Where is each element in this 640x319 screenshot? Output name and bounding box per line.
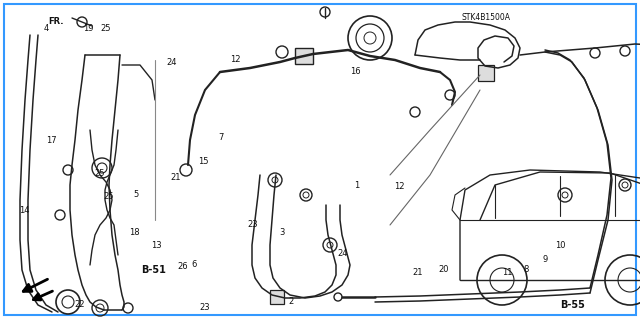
Text: 9: 9 [543, 256, 548, 264]
Text: 7: 7 [218, 133, 223, 142]
Text: 13: 13 [152, 241, 162, 250]
Text: 14: 14 [19, 206, 29, 215]
Text: STK4B1500A: STK4B1500A [462, 13, 511, 22]
Text: 12: 12 [230, 55, 241, 63]
Text: 12: 12 [394, 182, 404, 191]
Text: 3: 3 [279, 228, 284, 237]
Text: 20: 20 [438, 265, 449, 274]
Text: 22: 22 [75, 300, 85, 309]
Text: 5: 5 [133, 190, 138, 199]
Text: 25: 25 [94, 169, 104, 178]
Text: 15: 15 [198, 157, 209, 166]
Text: 6: 6 [192, 260, 197, 269]
Text: 16: 16 [350, 67, 360, 76]
Bar [295, 48, 313, 64]
Text: 18: 18 [129, 228, 140, 237]
Text: 24: 24 [337, 249, 348, 258]
Text: 17: 17 [46, 136, 56, 145]
Text: 10: 10 [555, 241, 565, 250]
Text: 2: 2 [289, 297, 294, 306]
Text: 25: 25 [100, 24, 111, 33]
Text: B-51: B-51 [141, 264, 166, 275]
Text: B-55: B-55 [561, 300, 585, 310]
Text: 26: 26 [178, 262, 188, 271]
Text: 21: 21 [171, 173, 181, 182]
Text: 23: 23 [200, 303, 210, 312]
Bar [270, 290, 284, 304]
Text: 23: 23 [248, 220, 258, 229]
Text: FR.: FR. [49, 17, 64, 26]
Text: 21: 21 [412, 268, 422, 277]
Text: 11: 11 [502, 268, 512, 277]
Text: 8: 8 [524, 265, 529, 274]
Text: 24: 24 [166, 58, 177, 67]
Text: 4: 4 [44, 24, 49, 33]
Bar [478, 65, 494, 81]
Text: 19: 19 [83, 24, 93, 33]
Text: 25: 25 [104, 192, 114, 201]
Text: 1: 1 [355, 181, 360, 189]
